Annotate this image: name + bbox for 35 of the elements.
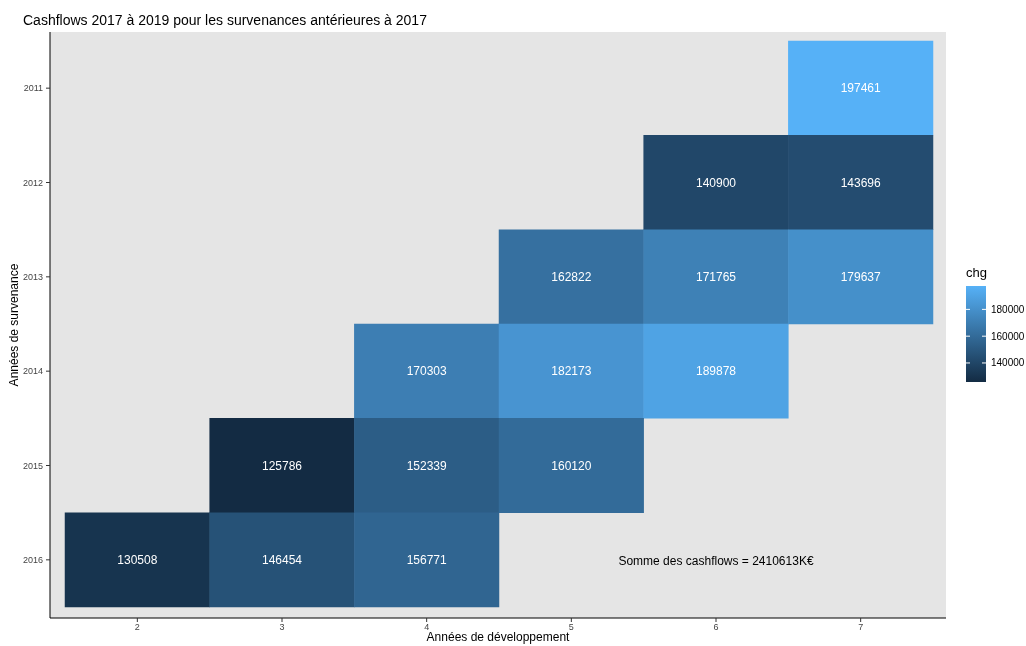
data-label: 171765 bbox=[695, 269, 737, 284]
y-tick-label: 2012 bbox=[22, 177, 43, 188]
annotation: Somme des cashflows = 2410613K€ bbox=[618, 554, 814, 568]
color-bar-title: chg bbox=[966, 265, 987, 280]
data-label: 125786 bbox=[261, 458, 303, 473]
x-tick-label: 5 bbox=[568, 621, 574, 632]
y-tick-label: 2015 bbox=[22, 460, 43, 471]
y-axis-title: Années de survenance bbox=[7, 263, 21, 387]
y-tick-label: 2014 bbox=[22, 366, 43, 377]
x-axis-title: Années de développement bbox=[426, 630, 571, 644]
color-bar-label: 140000 bbox=[991, 357, 1025, 369]
y-tick-label: 2013 bbox=[22, 271, 43, 282]
data-label: 162822 bbox=[551, 269, 592, 284]
data-label: 160120 bbox=[551, 458, 592, 473]
data-label: 130508 bbox=[117, 552, 158, 567]
chart-title: Cashflows 2017 à 2019 pour les survenances antérieures à 2017 bbox=[23, 12, 428, 28]
x-tick-label: 3 bbox=[279, 621, 285, 632]
x-tick-label: 6 bbox=[713, 621, 719, 632]
data-label: 140900 bbox=[695, 175, 737, 190]
data-label: 156771 bbox=[406, 552, 448, 567]
data-label: 182173 bbox=[551, 364, 592, 379]
y-tick-label: 2011 bbox=[23, 83, 43, 94]
data-label: 197461 bbox=[840, 81, 882, 96]
data-label: 146454 bbox=[261, 552, 303, 567]
data-label: 170303 bbox=[406, 364, 448, 379]
color-bar-label: 160000 bbox=[991, 330, 1025, 342]
data-label: 179637 bbox=[840, 269, 882, 284]
x-tick-label: 7 bbox=[858, 621, 864, 632]
x-tick-label: 4 bbox=[424, 621, 430, 632]
x-tick-label: 2 bbox=[134, 621, 140, 632]
color-bar-label: 180000 bbox=[991, 303, 1025, 315]
y-tick-label: 2016 bbox=[22, 554, 43, 565]
data-label: 152339 bbox=[406, 458, 448, 473]
data-label: 189878 bbox=[695, 364, 737, 379]
data-label: 143696 bbox=[840, 175, 882, 190]
